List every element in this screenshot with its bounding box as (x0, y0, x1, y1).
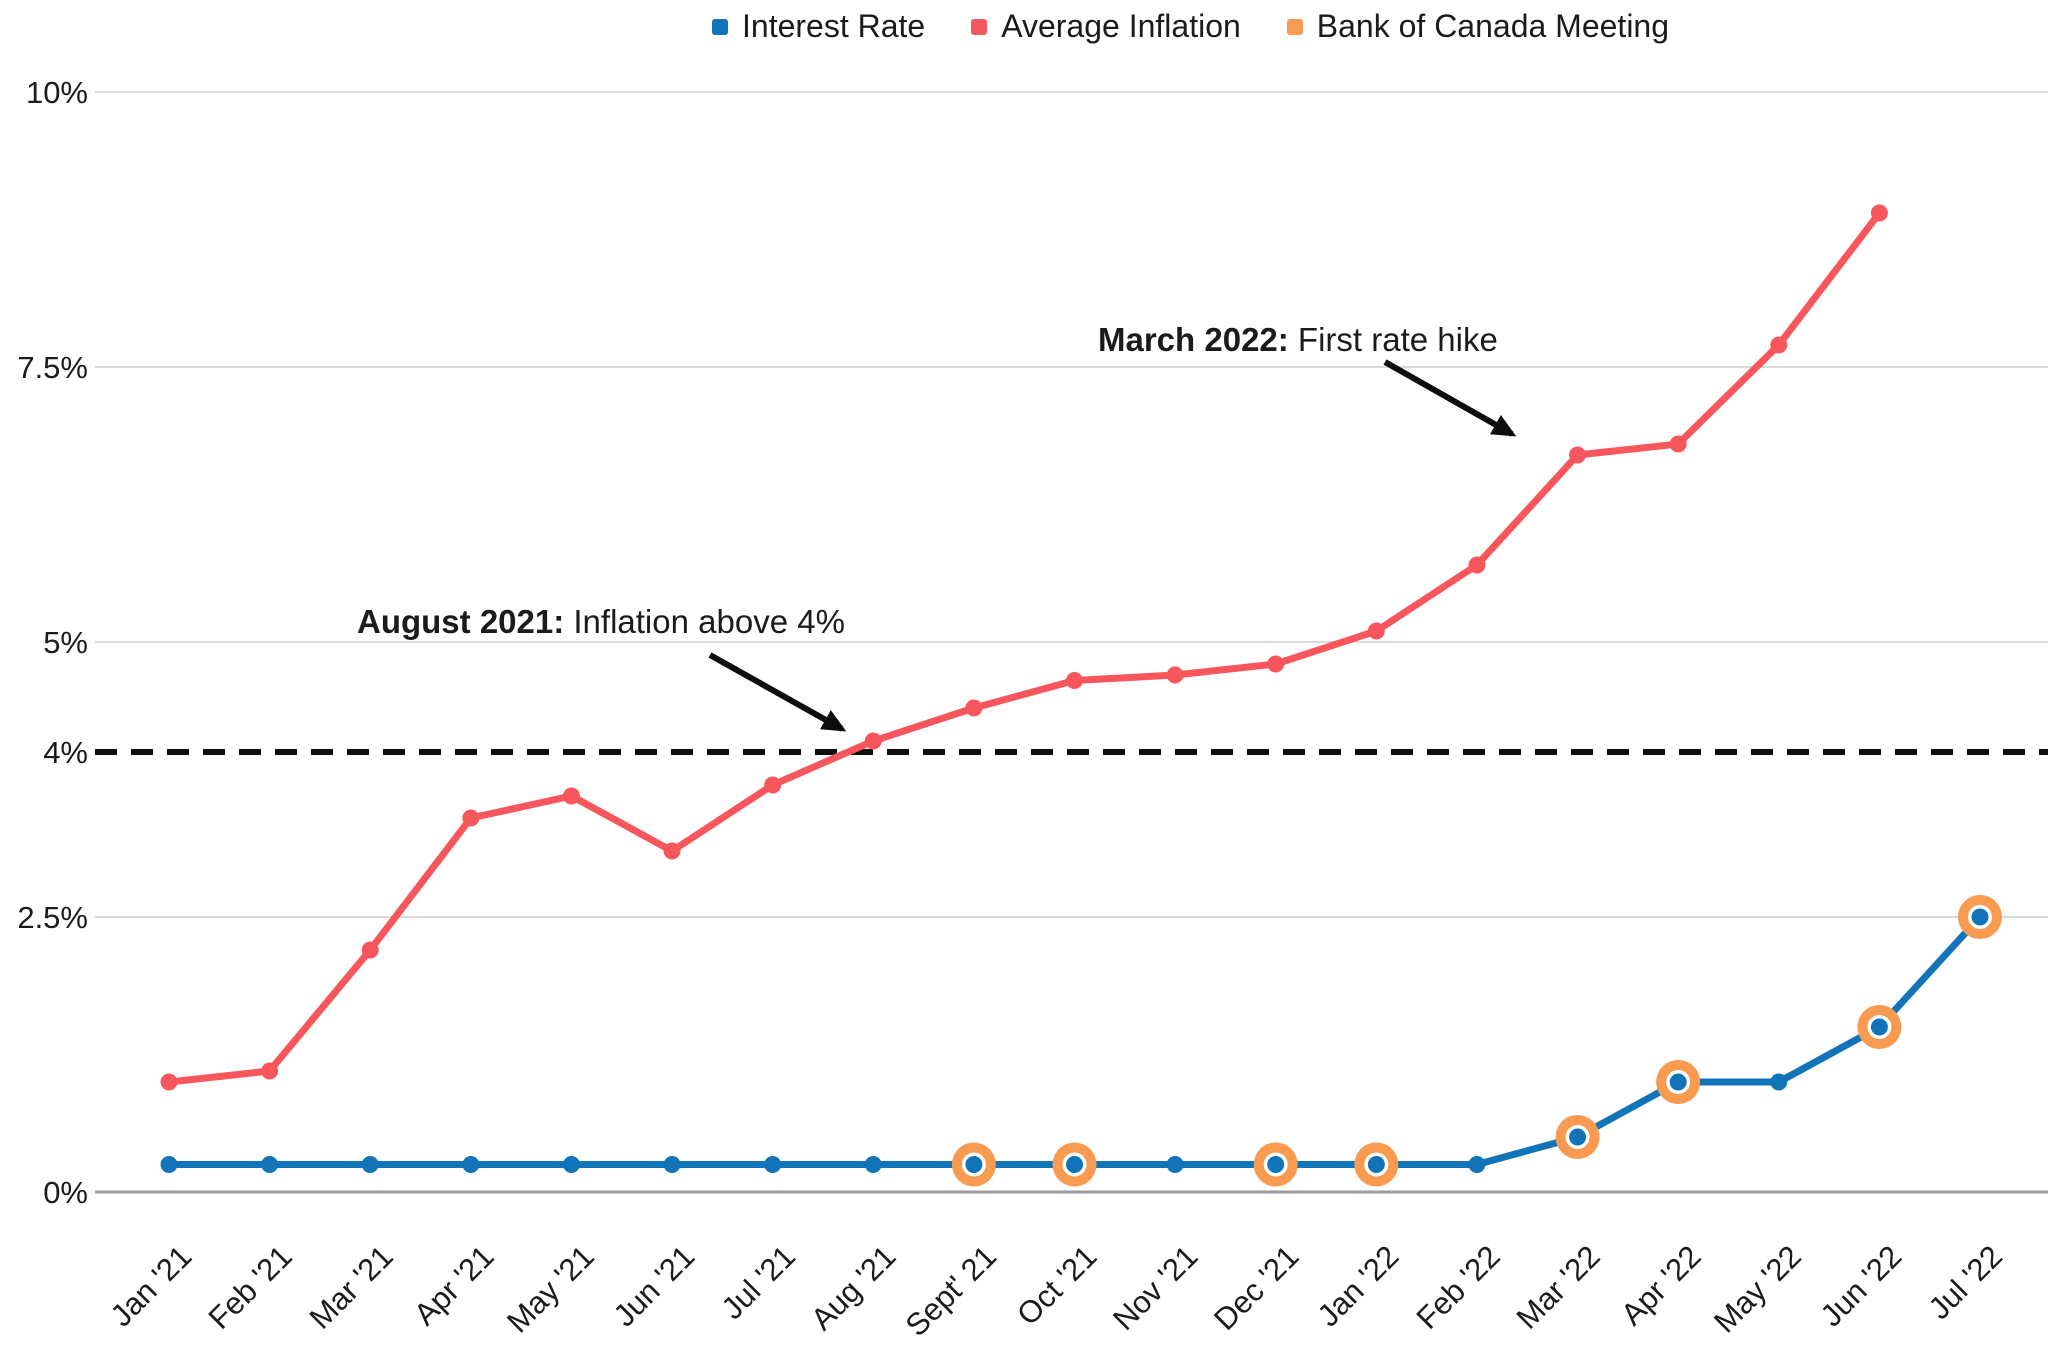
meeting-point (1267, 1156, 1285, 1173)
annotation-march-2022-bold: March 2022: (1098, 321, 1289, 358)
annotation-march-2022-text: First rate hike (1288, 321, 1498, 358)
legend-label: Interest Rate (742, 8, 926, 44)
annotation-arrows (708, 359, 1517, 732)
y-tick-label-2-5pct: 2.5% (17, 900, 88, 935)
point-interest-rate-jul--21 (764, 1156, 782, 1173)
point-average-inflation-may--22 (1770, 336, 1788, 354)
point-average-inflation-jan--21 (160, 1073, 178, 1091)
point-interest-rate-may--21 (562, 1156, 580, 1173)
point-average-inflation-feb--21 (261, 1062, 279, 1080)
y-tick-label-0pct: 0% (43, 1175, 88, 1210)
point-average-inflation-jun--22 (1870, 204, 1888, 222)
point-interest-rate-feb--21 (261, 1156, 279, 1173)
point-interest-rate-may--22 (1770, 1073, 1788, 1091)
legend-item: Interest Rate (712, 8, 925, 45)
point-average-inflation-jun--21 (663, 842, 681, 860)
point-average-inflation-dec--21 (1267, 655, 1285, 673)
point-interest-rate-jan--21 (160, 1156, 178, 1173)
point-average-inflation-aug--21 (864, 732, 882, 750)
legend: Interest Rate Average Inflation Bank of Ca… (712, 8, 1669, 45)
point-average-inflation-apr--21 (462, 809, 480, 827)
y-tick-label-5pct: 5% (43, 625, 88, 660)
legend-item: Bank of Canada Meeting (1286, 8, 1670, 45)
annotation-august-2021-text: Inflation above 4% (564, 603, 845, 640)
meeting-markers (951, 895, 2002, 1187)
point-average-inflation-feb--22 (1468, 556, 1486, 574)
point-average-inflation-jan--22 (1367, 622, 1385, 640)
point-average-inflation-sept--21 (965, 699, 983, 717)
legend-label: Average Inflation (1001, 8, 1241, 44)
gridlines (95, 91, 2048, 1194)
point-average-inflation-may--21 (562, 787, 580, 805)
point-interest-rate-apr--21 (462, 1156, 480, 1173)
meeting-point (1367, 1156, 1385, 1173)
legend-swatch-icon (971, 18, 988, 35)
point-average-inflation-mar--22 (1569, 446, 1587, 464)
legend-swatch-icon (712, 18, 728, 35)
point-interest-rate-mar--21 (361, 1156, 379, 1173)
meeting-point (1870, 1018, 1888, 1036)
point-average-inflation-nov--21 (1166, 666, 1184, 684)
point-average-inflation-mar--21 (361, 941, 379, 959)
meeting-point (1971, 908, 1989, 926)
annotation-august-2021-bold: August 2021: (357, 603, 565, 640)
meeting-point (1669, 1073, 1687, 1091)
arrow-august-2021 (708, 652, 847, 732)
legend-label: Bank of Canada Meeting (1316, 8, 1670, 44)
legend-swatch-icon (1286, 18, 1303, 35)
series-line-average-inflation (165, 209, 1883, 1086)
point-average-inflation-oct--21 (1066, 672, 1083, 689)
series-line-interest-rate (165, 913, 1984, 1168)
y-tick-label-10pct: 10% (25, 75, 88, 110)
arrow-march-2022 (1383, 359, 1517, 437)
meeting-point (1569, 1128, 1587, 1146)
point-interest-rate-nov--21 (1166, 1156, 1184, 1173)
point-average-inflation-apr--22 (1669, 435, 1687, 453)
annotation-march-2022: March 2022: First rate hike (1098, 322, 1498, 358)
meeting-point (1066, 1156, 1083, 1173)
series-lines (160, 204, 1989, 1173)
point-interest-rate-feb--22 (1468, 1156, 1486, 1173)
meeting-point (965, 1156, 983, 1173)
point-interest-rate-aug--21 (864, 1156, 882, 1173)
y-tick-label-7-5pct: 7.5% (17, 350, 88, 385)
point-average-inflation-jul--21 (764, 776, 782, 794)
legend-item: Average Inflation (971, 8, 1241, 45)
y-tick-label-4pct: 4% (43, 735, 88, 770)
annotation-august-2021: August 2021: Inflation above 4% (357, 604, 845, 640)
point-interest-rate-jun--21 (663, 1156, 681, 1173)
